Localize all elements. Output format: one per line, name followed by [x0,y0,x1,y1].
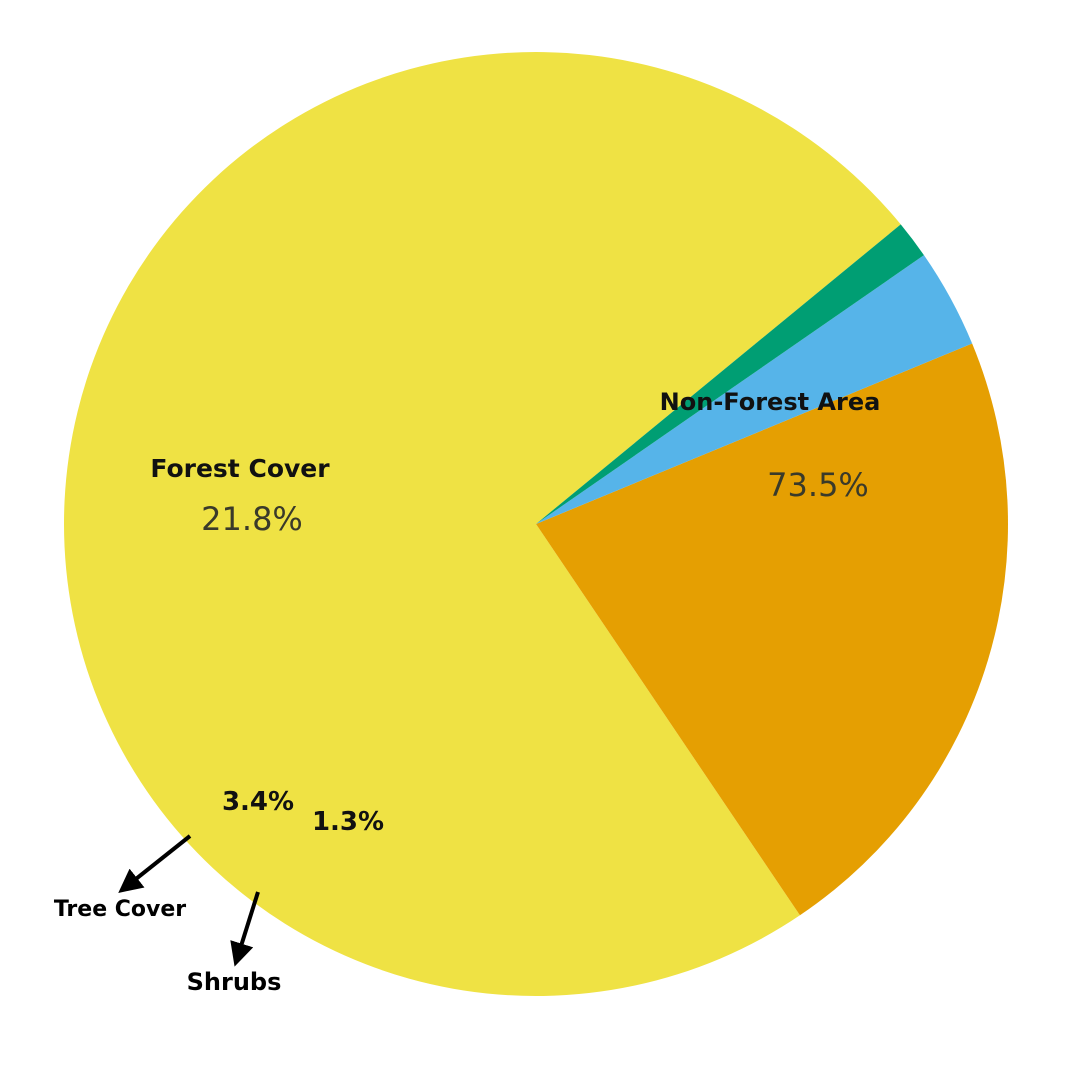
callout-label-tree-cover: Tree Cover [54,897,186,922]
label-forest-cover: Forest Cover [150,454,330,483]
slice-tree-cover [536,255,973,524]
pct-label-tree-cover: 3.4% [222,787,294,817]
tree-cover-callout-arrow [118,834,192,893]
pct-label-forest-cover: 21.8% [201,500,303,538]
pct-label-shrubs: 1.3% [312,807,384,837]
pct-label-non-forest-area: 73.5% [767,466,869,504]
shrubs-callout-arrow [230,891,260,967]
slice-non-forest-area [64,52,901,997]
slice-shrubs [536,224,924,524]
slice-forest-cover [536,343,1008,916]
label-non-forest-area: Non-Forest Area [660,388,881,416]
callout-label-shrubs: Shrubs [187,968,282,996]
